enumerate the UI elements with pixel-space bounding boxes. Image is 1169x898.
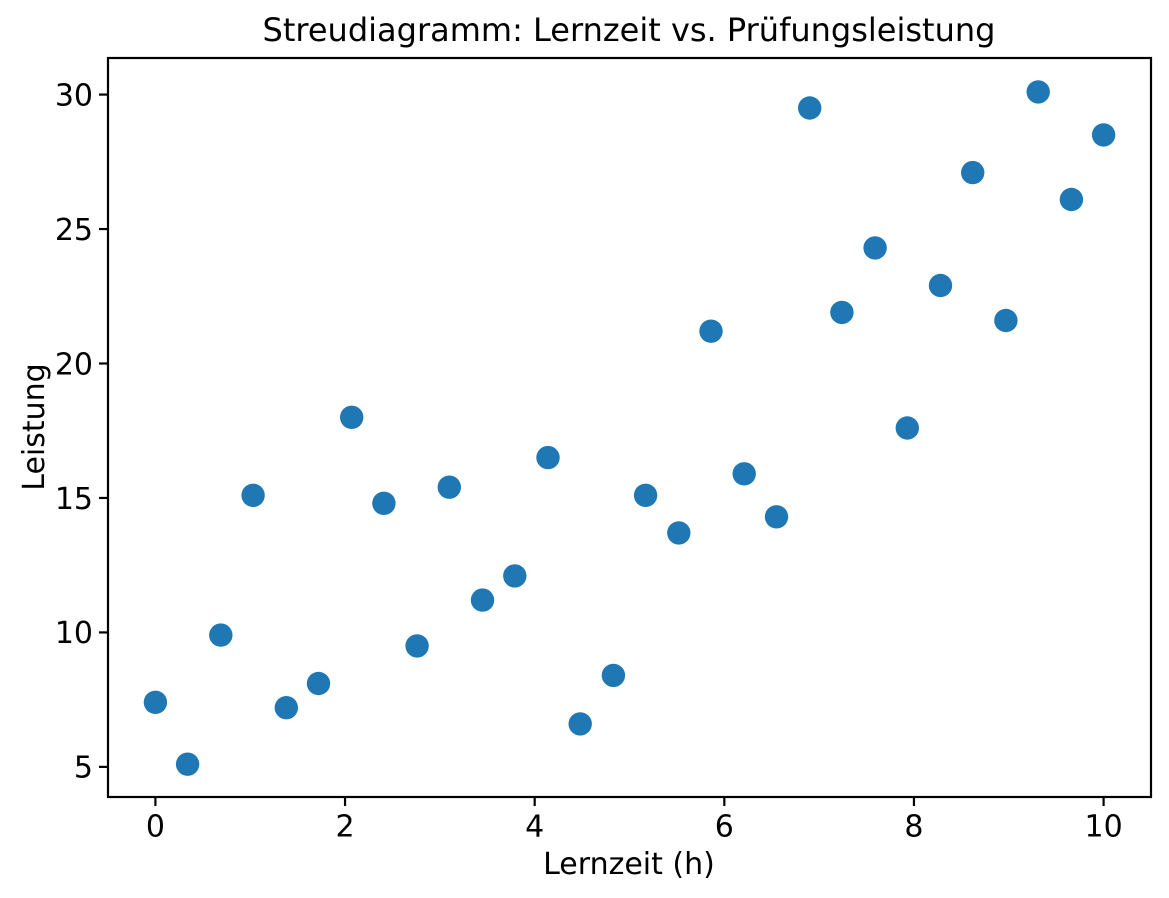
y-axis-label: Leistung [17,363,52,490]
data-point [830,300,854,325]
x-tick-label: 0 [146,810,165,845]
y-tick-label: 25 [55,213,93,248]
data-point [732,462,756,486]
y-tick-label: 20 [55,347,93,382]
data-point [536,445,560,470]
data-point [503,564,527,588]
data-point [175,752,200,776]
data-point [143,690,168,714]
data-point [863,236,887,260]
x-tick-label: 4 [525,810,544,845]
data-point [764,505,789,529]
data-point [699,319,723,343]
data-point [1026,80,1050,104]
data-point [306,671,331,696]
data-point [601,663,626,688]
scatter-series [143,80,1116,776]
data-point [568,712,592,736]
data-point [895,416,919,440]
data-point [372,491,396,515]
data-point [928,273,953,298]
data-point [994,308,1018,333]
data-point [961,160,985,185]
axes-spines [106,56,1153,799]
y-tick-label: 5 [74,751,93,786]
chart-title: Streudiagramm: Lernzeit vs. Prüfungsleis… [263,11,996,49]
data-point [405,634,429,658]
x-tick-label: 6 [715,810,734,845]
data-point [241,483,265,507]
plot-area: 0 2 4 6 8 10 5 10 15 20 25 30 [55,56,1153,845]
data-point [274,696,298,720]
data-point [340,405,364,429]
y-tick-label: 15 [55,482,93,517]
data-point [437,475,461,499]
x-axis-label: Lernzeit (h) [543,847,715,882]
x-tick-label: 8 [904,810,923,845]
data-point [633,483,658,507]
data-point [798,96,822,120]
data-point [209,623,233,647]
data-point [667,521,691,545]
y-tick-label: 30 [55,78,93,113]
x-tick-label: 2 [335,810,354,845]
x-tick-label: 10 [1084,810,1122,845]
y-tick-label: 10 [55,616,93,651]
data-point [1059,187,1084,212]
data-point [470,588,495,612]
data-point [1091,123,1116,147]
